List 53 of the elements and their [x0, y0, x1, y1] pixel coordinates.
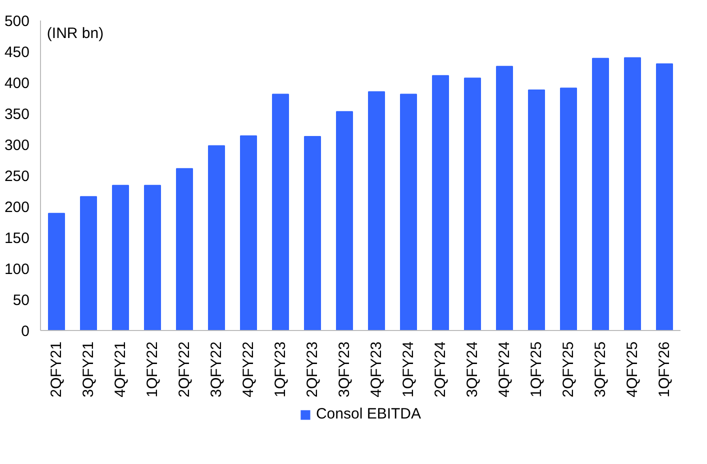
- bar: [336, 111, 353, 330]
- x-tick-label: 2QFY22: [176, 341, 193, 398]
- y-tick-label: 500: [4, 13, 30, 30]
- x-tick-label: 1QFY25: [528, 341, 545, 398]
- y-tick-label: 400: [4, 75, 30, 92]
- x-tick-label: 2QFY23: [304, 341, 321, 398]
- bar: [304, 136, 321, 330]
- y-tick-label: 450: [4, 44, 30, 61]
- bar: [400, 94, 417, 330]
- x-tick-label: 3QFY23: [336, 341, 353, 398]
- bar: [272, 94, 289, 330]
- y-tick-label: 300: [4, 137, 30, 154]
- bar: [656, 63, 673, 330]
- y-tick-label: 150: [4, 230, 30, 247]
- x-tick-label: 4QFY25: [624, 341, 641, 398]
- x-tick-label: 1QFY22: [144, 341, 161, 398]
- x-tick-label: 1QFY24: [400, 341, 417, 398]
- bar: [496, 66, 513, 330]
- y-tick-label: 350: [4, 106, 30, 123]
- x-tick-label: 1QFY26: [656, 341, 673, 398]
- x-tick-label: 4QFY24: [496, 341, 513, 398]
- x-tick-label: 3QFY25: [592, 341, 609, 398]
- y-tick-label: 50: [12, 292, 30, 309]
- y-tick-label: 0: [21, 323, 30, 340]
- bar: [464, 78, 481, 330]
- y-tick-label: 250: [4, 168, 30, 185]
- y-tick-label: 200: [4, 199, 30, 216]
- bar: [592, 58, 609, 330]
- bar: [528, 89, 545, 330]
- legend-label: Consol EBITDA: [316, 406, 422, 422]
- x-tick-label: 4QFY21: [112, 341, 129, 398]
- bar: [368, 91, 385, 330]
- x-tick-label: 3QFY21: [80, 341, 97, 398]
- x-tick-label: 4QFY23: [368, 341, 385, 398]
- bar: [112, 184, 129, 330]
- y-tick-label: 100: [4, 261, 30, 278]
- bar: [624, 57, 641, 330]
- x-tick-label: 2QFY24: [432, 341, 449, 398]
- bar: [144, 184, 161, 330]
- x-tick-label: 3QFY24: [464, 341, 481, 398]
- x-tick-label: 2QFY21: [48, 341, 65, 398]
- x-tick-label: 4QFY22: [240, 341, 257, 398]
- bar: [240, 135, 257, 330]
- bar: [80, 196, 97, 330]
- bar: [208, 145, 225, 330]
- annotation: (INR bn): [46, 25, 104, 42]
- bar: [176, 168, 193, 330]
- x-tick-label: 1QFY23: [272, 341, 289, 398]
- bar: [432, 75, 449, 330]
- x-tick-label: 3QFY22: [208, 341, 225, 398]
- bar: [560, 88, 577, 330]
- bar: [48, 212, 65, 330]
- x-tick-label: 2QFY25: [560, 341, 577, 398]
